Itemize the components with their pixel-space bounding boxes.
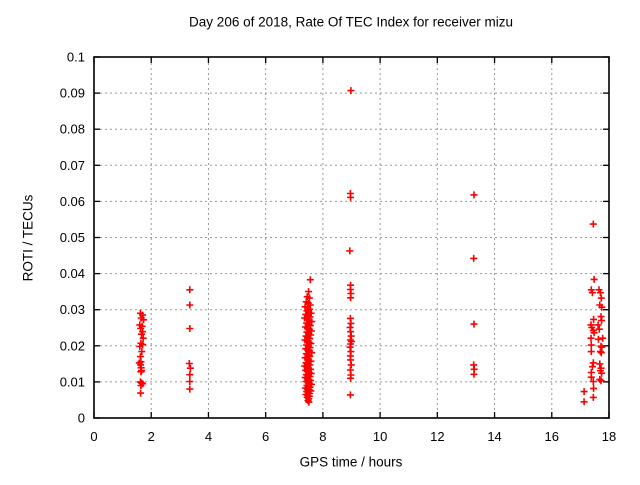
y-tick-label: 0 [78,411,85,426]
data-point [594,335,602,343]
data-point [137,389,145,397]
data-point [588,323,596,331]
data-point [186,371,194,379]
x-tick-label: 6 [262,429,269,444]
x-tick-label: 0 [90,429,97,444]
x-tick-label: 8 [319,429,326,444]
data-point [137,368,145,376]
data-point [347,87,355,95]
data-point [590,315,598,323]
data-point [598,369,606,377]
x-tick-label: 12 [430,429,444,444]
data-point [590,384,598,392]
data-point [594,321,602,329]
data-point [596,375,604,383]
data-point [186,286,194,294]
data-point [186,325,194,332]
x-tick-label: 2 [148,429,155,444]
data-point [598,303,606,311]
y-tick-label: 0.07 [60,158,85,173]
y-tick-label: 0.05 [60,230,85,245]
data-point [597,349,605,357]
data-point [186,378,194,385]
x-tick-label: 14 [487,429,501,444]
y-tick-labels: 0 0.01 0.02 0.03 0.04 0.05 0.06 0.07 0.08 0.09 0.1 [60,50,85,426]
data-point [595,325,603,333]
data-point [587,341,595,349]
data-point [138,348,146,356]
data-point [598,317,606,324]
data-point [589,359,597,367]
data-point [587,334,595,342]
x-tick-label: 18 [602,429,616,444]
data-point [599,334,607,342]
data-point [186,301,194,309]
data-point [346,247,354,255]
data-point [347,374,355,382]
data-point [346,391,354,399]
data-point [305,294,313,302]
data-point [580,388,588,396]
data-point [347,193,355,201]
y-tick-label: 0.08 [60,122,85,137]
data-point [596,348,604,356]
data-point [140,316,147,324]
data-point [587,373,595,381]
data-point [185,360,193,367]
x-tick-label: 10 [373,429,387,444]
data-point [597,294,605,302]
y-tick-label: 0.06 [60,194,85,209]
data-point [138,330,145,338]
data-point [136,343,144,350]
data-point [587,348,595,356]
y-tick-label: 0.09 [60,86,85,101]
data-point [186,364,194,372]
data-point [589,393,597,401]
data-point [590,275,598,283]
data-point [590,329,598,337]
x-tick-labels: 0 2 4 6 8 10 12 14 16 18 [90,429,616,444]
grid [95,58,608,417]
data-point [470,370,478,378]
y-tick-label: 0.02 [60,338,85,353]
data-point [580,398,588,406]
x-tick-label: 4 [205,429,212,444]
axis-ticks [93,56,610,419]
data-point [305,288,313,296]
data-point [306,276,314,284]
y-tick-label: 0.01 [60,374,85,389]
data-point [470,254,478,262]
chart-title: Day 206 of 2018, Rate Of TEC Index for r… [189,14,513,30]
data-point [589,378,597,385]
data-point [304,397,312,405]
data-point [470,191,478,199]
data-point [308,349,316,357]
y-tick-label: 0.1 [67,50,85,65]
data-point [186,385,194,393]
data-point [470,320,478,328]
data-point [589,220,597,228]
y-tick-label: 0.03 [60,302,85,317]
data-point [596,289,604,297]
data-point [137,382,145,389]
y-tick-label: 0.04 [60,266,85,281]
data-point [305,398,313,406]
x-axis-label: GPS time / hours [299,454,403,470]
data-points [135,87,607,406]
data-point [596,360,604,368]
x-tick-label: 16 [545,429,559,444]
y-axis-label: ROTI / TECUs [20,194,36,282]
data-point [588,363,596,371]
data-point [597,377,605,385]
data-point [588,289,596,297]
data-point [139,334,147,342]
data-point [347,294,355,302]
data-point [347,361,355,369]
